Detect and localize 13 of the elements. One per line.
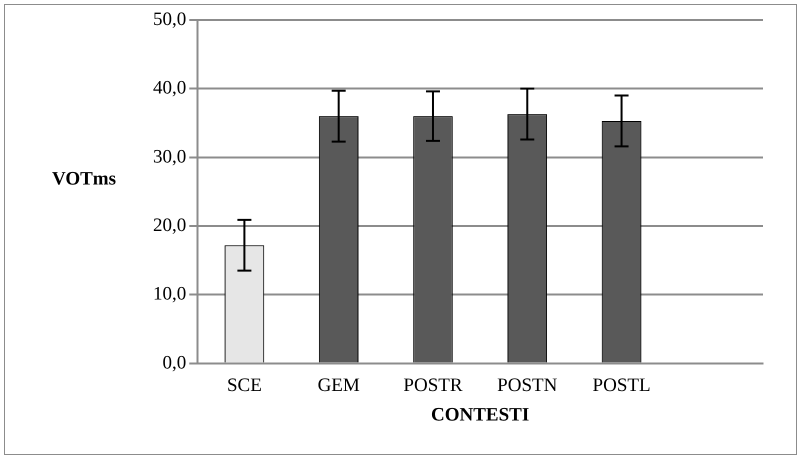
y-tick-label: 30,0 (153, 146, 186, 168)
y-tick-label: 0,0 (162, 352, 186, 374)
y-tick-label: 40,0 (153, 78, 186, 99)
x-tick-label: GEM (318, 374, 360, 396)
x-tick-label: POSTL (592, 374, 651, 396)
y-tick-label: 10,0 (153, 284, 186, 305)
y-tick-label: 50,0 (153, 8, 186, 30)
x-tick-label: SCE (226, 374, 262, 396)
y-tick-label: 20,0 (153, 215, 186, 236)
y-axis-title: VOTms (52, 168, 116, 190)
x-tick-label: POSTN (497, 374, 558, 396)
x-axis-title: CONTESTI (431, 404, 530, 426)
x-tick-label: POSTR (403, 374, 463, 396)
